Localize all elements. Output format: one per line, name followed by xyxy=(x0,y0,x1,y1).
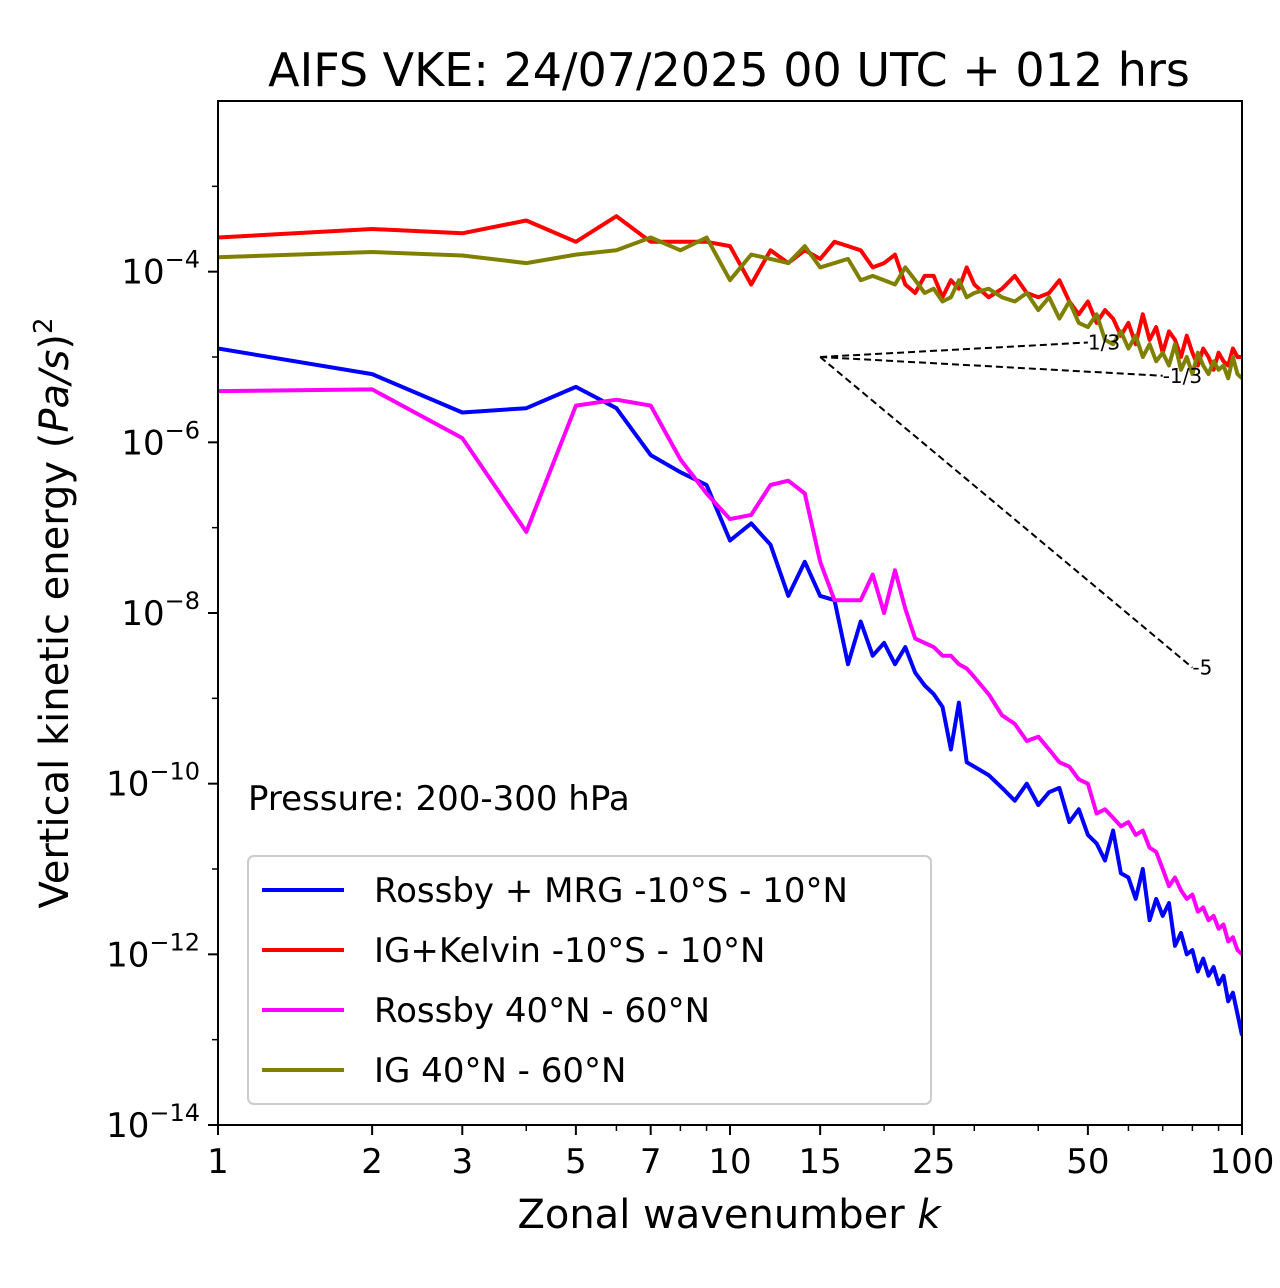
x-tick-label: 15 xyxy=(799,1142,842,1182)
x-tick-label: 2 xyxy=(361,1142,383,1182)
y-tick-label: 10−14 xyxy=(106,1099,200,1146)
legend-label: IG+Kelvin -10°S - 10°N xyxy=(374,931,765,971)
x-axis-label: Zonal wavenumber k xyxy=(517,1192,942,1238)
y-tick-label: 10−12 xyxy=(106,928,200,975)
y-tick-label: 10−4 xyxy=(121,246,200,293)
x-axis: 1 2 3 5 7 10 15 25 50 100 xyxy=(207,1125,1274,1182)
legend-label: IG 40°N - 60°N xyxy=(374,1051,626,1091)
series-line-4 xyxy=(218,235,1242,381)
plot-area: 1/3 -1/3 -5 xyxy=(218,214,1242,1036)
x-tick-label: 50 xyxy=(1066,1142,1109,1182)
y-tick-label: 10−10 xyxy=(106,758,200,805)
x-tick-label: 7 xyxy=(640,1142,662,1182)
reference-line-2 xyxy=(820,356,1163,377)
y-tick-label: 10−6 xyxy=(121,416,200,463)
reference-line-3 xyxy=(819,356,1194,669)
legend-label: Rossby 40°N - 60°N xyxy=(374,991,710,1031)
legend: Rossby + MRG -10°S - 10°N IG+Kelvin -10°S… xyxy=(247,855,932,1105)
y-axis-label: Vertical kinetic energy (Pa/s)2 xyxy=(29,318,78,909)
x-tick-label: 1 xyxy=(207,1142,229,1182)
x-tick-label: 3 xyxy=(451,1142,473,1182)
reference-line-label: -1/3 xyxy=(1163,364,1202,388)
pressure-annotation: Pressure: 200-300 hPa xyxy=(248,779,630,819)
y-axis: 10−14 10−12 10−10 10−8 10−6 10−4 xyxy=(106,185,218,1146)
chart-title: AIFS VKE: 24/07/2025 00 UTC + 012 hrs xyxy=(268,43,1190,97)
y-tick-label: 10−8 xyxy=(121,587,200,634)
reference-line-label: -5 xyxy=(1192,656,1212,680)
series-line-1 xyxy=(218,346,1242,1036)
series-line-3 xyxy=(218,387,1242,956)
x-tick-label: 25 xyxy=(912,1142,955,1182)
x-tick-label: 5 xyxy=(565,1142,587,1182)
x-tick-label: 10 xyxy=(708,1142,751,1182)
reference-line-1 xyxy=(820,341,1088,358)
legend-box xyxy=(247,855,932,1105)
x-tick-label: 100 xyxy=(1210,1142,1275,1182)
reference-line-label: 1/3 xyxy=(1088,330,1120,354)
series-line-2 xyxy=(218,214,1242,372)
legend-label: Rossby + MRG -10°S - 10°N xyxy=(374,871,848,911)
